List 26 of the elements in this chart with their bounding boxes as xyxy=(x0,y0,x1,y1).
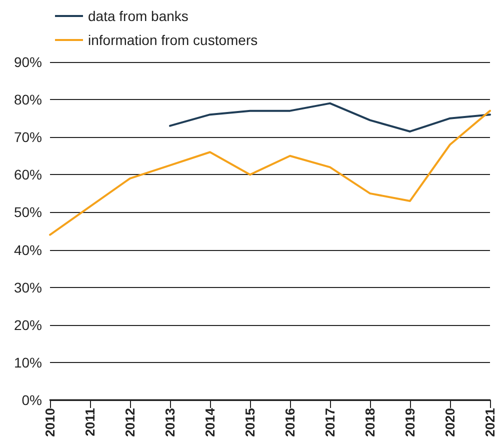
x-tick-label: 2012 xyxy=(122,408,138,437)
y-tick-label: 70% xyxy=(14,129,42,146)
x-tick-label: 2013 xyxy=(162,408,178,437)
x-tick-label: 2020 xyxy=(442,408,458,437)
y-tick-label: 80% xyxy=(14,92,42,108)
y-tick-label: 10% xyxy=(14,354,42,370)
y-tick-label: 30% xyxy=(14,279,42,296)
y-tick-label: 60% xyxy=(14,166,42,183)
x-tick-label: 2014 xyxy=(202,407,218,437)
x-tick-label: 2017 xyxy=(322,408,338,437)
x-tick-label: 2011 xyxy=(82,408,98,436)
y-tick-label: 50% xyxy=(14,204,42,220)
x-tick-label: 2016 xyxy=(282,408,298,437)
x-tick-label: 2021 xyxy=(482,408,498,437)
y-tick-label: 20% xyxy=(14,316,42,333)
y-tick-label: 0% xyxy=(22,392,42,408)
x-tick-label: 2010 xyxy=(42,408,58,437)
x-tick-label: 2015 xyxy=(242,408,258,437)
legend-label: data from banks xyxy=(88,8,188,24)
line-series xyxy=(169,102,491,132)
x-tick-label: 2018 xyxy=(362,408,378,437)
line-series xyxy=(49,110,491,236)
y-tick-label: 40% xyxy=(14,242,42,258)
legend-label: information from customers xyxy=(88,32,258,48)
y-tick-label: 90% xyxy=(14,54,42,70)
x-tick-label: 2019 xyxy=(402,408,418,437)
